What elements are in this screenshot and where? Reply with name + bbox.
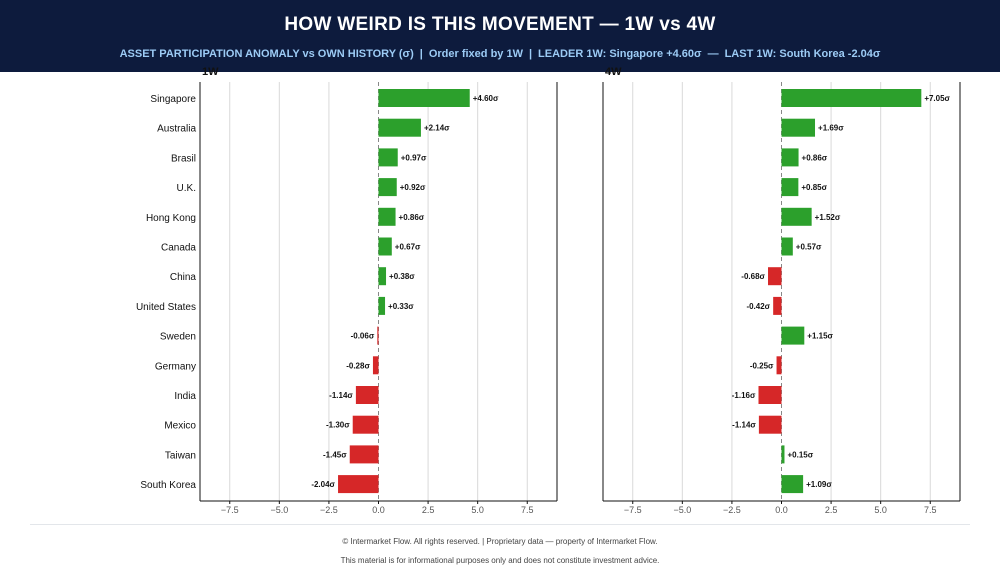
category-label: Australia — [157, 124, 196, 135]
data-label: +4.60σ — [473, 94, 499, 103]
bar — [379, 178, 397, 196]
data-label: -0.42σ — [746, 302, 770, 311]
category-label: Taiwan — [165, 450, 196, 461]
bar — [379, 267, 387, 285]
tick-label: −2.5 — [320, 505, 338, 515]
category-label: Singapore — [150, 94, 196, 105]
category-label: Brasil — [171, 153, 196, 164]
tick-label: −2.5 — [723, 505, 741, 515]
category-label: Canada — [161, 243, 196, 254]
data-label: +0.85σ — [801, 183, 827, 192]
bar — [758, 386, 781, 404]
data-label: +1.09σ — [806, 480, 832, 489]
bar — [777, 356, 782, 374]
bar — [356, 386, 379, 404]
data-label: -0.06σ — [351, 332, 375, 341]
bar — [379, 89, 470, 107]
data-label: +0.57σ — [796, 243, 822, 252]
tick-label: 5.0 — [874, 505, 887, 515]
data-label: +0.67σ — [395, 243, 421, 252]
footer-disclaimer: This material is for informational purpo… — [0, 556, 1000, 565]
tick-label: 7.5 — [521, 505, 534, 515]
tick-label: −7.5 — [221, 505, 239, 515]
bar — [379, 208, 396, 226]
footer-copyright: © Intermarket Flow. All rights reserved.… — [0, 537, 1000, 546]
bar — [379, 297, 386, 315]
tick-label: 0.0 — [775, 505, 788, 515]
tick-label: 7.5 — [924, 505, 937, 515]
bar — [782, 89, 922, 107]
data-label: +7.05σ — [924, 94, 950, 103]
data-label: -0.28σ — [346, 361, 370, 370]
category-label: Germany — [155, 361, 196, 372]
data-label: -2.04σ — [311, 480, 335, 489]
bar — [377, 327, 378, 345]
bar — [350, 445, 379, 463]
data-label: +0.38σ — [389, 272, 415, 281]
tick-label: −7.5 — [624, 505, 642, 515]
tick-label: 0.0 — [372, 505, 385, 515]
chart-area: 1W +4.60σ Singapore +2.14σ Australia +0.97σ Br… — [0, 0, 1000, 520]
tick-label: −5.0 — [673, 505, 691, 515]
bar — [782, 327, 805, 345]
panel-label: 4W — [605, 66, 622, 78]
data-label: +1.52σ — [815, 213, 841, 222]
tick-label: 2.5 — [825, 505, 838, 515]
bar — [782, 119, 816, 137]
category-label: Sweden — [160, 332, 196, 343]
category-label: United States — [136, 302, 196, 313]
data-label: +0.15σ — [787, 450, 813, 459]
footer-divider — [30, 524, 970, 525]
data-label: -1.14σ — [732, 421, 756, 430]
bar — [373, 356, 379, 374]
data-label: -0.25σ — [750, 361, 774, 370]
bar — [759, 416, 782, 434]
data-label: +0.86σ — [399, 213, 425, 222]
data-label: +0.86σ — [802, 153, 828, 162]
panel-label: 1W — [202, 66, 219, 78]
bar — [338, 475, 378, 493]
data-label: +0.92σ — [400, 183, 426, 192]
bar — [782, 208, 812, 226]
data-label: -1.14σ — [329, 391, 353, 400]
tick-label: −5.0 — [270, 505, 288, 515]
bar — [379, 238, 392, 256]
tick-label: 5.0 — [471, 505, 484, 515]
data-label: -0.68σ — [741, 272, 765, 281]
bar — [782, 238, 793, 256]
category-label: India — [174, 391, 196, 402]
data-label: -1.16σ — [732, 391, 756, 400]
data-label: +0.97σ — [401, 153, 427, 162]
bar — [379, 148, 398, 166]
data-label: +0.33σ — [388, 302, 414, 311]
bar — [773, 297, 781, 315]
category-label: China — [170, 272, 197, 283]
data-label: -1.45σ — [323, 450, 347, 459]
data-label: +1.69σ — [818, 124, 844, 133]
category-label: South Korea — [140, 480, 196, 491]
data-label: -1.30σ — [326, 421, 350, 430]
bar — [379, 119, 421, 137]
bar — [353, 416, 379, 434]
bar — [782, 475, 804, 493]
bar — [782, 178, 799, 196]
bar — [782, 148, 799, 166]
tick-label: 2.5 — [422, 505, 435, 515]
bar — [768, 267, 781, 285]
data-label: +2.14σ — [424, 124, 450, 133]
data-label: +1.15σ — [807, 332, 833, 341]
category-label: Hong Kong — [146, 213, 196, 224]
category-label: U.K. — [177, 183, 196, 194]
category-label: Mexico — [164, 421, 196, 432]
bar — [782, 445, 785, 463]
